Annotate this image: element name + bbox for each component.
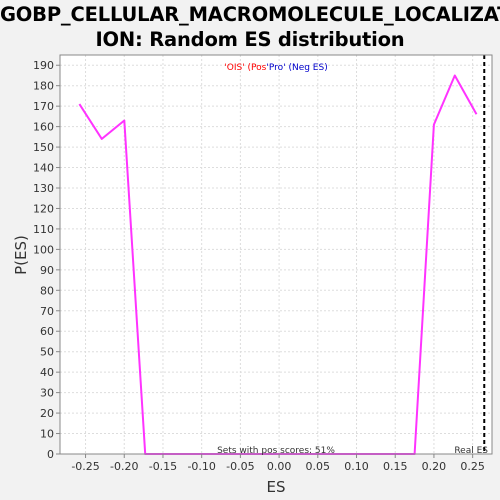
y-tick-label: 170 — [33, 100, 54, 113]
real-es-label: Real ES — [454, 446, 488, 456]
y-tick-label: 20 — [40, 407, 54, 420]
x-tick-label: -0.25 — [71, 460, 99, 473]
x-axis: -0.25 -0.20 -0.15 -0.10 -0.05 0.00 0.05 0.10 0.1… — [71, 454, 485, 473]
pos-scores-annotation: Sets with pos scores: 51% — [217, 446, 335, 456]
y-tick-label: 140 — [33, 162, 54, 175]
y-tick-label: 180 — [33, 80, 54, 93]
y-tick-label: 100 — [33, 243, 54, 256]
legend-part-1: 'OIS' (Pos — [224, 63, 266, 73]
x-tick-label: 0.15 — [383, 460, 408, 473]
y-tick-label: 80 — [40, 284, 54, 297]
y-tick-label: 50 — [40, 346, 54, 359]
y-tick-label: 70 — [40, 305, 54, 318]
legend: 'OIS' (Pos'Pro' (Neg ES) — [224, 63, 327, 73]
y-tick-label: 160 — [33, 121, 54, 134]
y-tick-label: 0 — [47, 448, 54, 461]
x-tick-label: 0.25 — [460, 460, 485, 473]
legend-part-2: 'Pro' (Neg ES) — [266, 63, 327, 73]
y-axis: 0 10 20 30 40 50 60 70 80 90 100 110 120 130 140 150 160… — [33, 59, 60, 461]
y-tick-label: 190 — [33, 59, 54, 72]
y-tick-label: 110 — [33, 223, 54, 236]
x-tick-label: -0.10 — [187, 460, 215, 473]
y-tick-label: 30 — [40, 387, 54, 400]
y-tick-label: 10 — [40, 428, 54, 441]
chart-title-line-1: GOBP_CELLULAR_MACROMOLECULE_LOCALIZAT — [0, 3, 500, 26]
x-tick-label: 0.10 — [344, 460, 369, 473]
chart-title: GOBP_CELLULAR_MACROMOLECULE_LOCALIZAT IO… — [0, 2, 500, 52]
y-tick-label: 130 — [33, 182, 54, 195]
x-tick-label: -0.20 — [110, 460, 138, 473]
y-axis-label: P(ES) — [12, 235, 30, 275]
y-tick-label: 120 — [33, 202, 54, 215]
x-tick-label: -0.15 — [149, 460, 177, 473]
y-tick-label: 60 — [40, 325, 54, 338]
x-axis-label: ES — [267, 478, 286, 496]
x-tick-label: 0.05 — [306, 460, 331, 473]
x-tick-label: 0.20 — [422, 460, 447, 473]
y-tick-label: 40 — [40, 366, 54, 379]
y-tick-label: 150 — [33, 141, 54, 154]
chart-title-line-2: ION: Random ES distribution — [95, 28, 405, 51]
y-tick-label: 90 — [40, 264, 54, 277]
x-tick-label: -0.05 — [226, 460, 254, 473]
plot-border — [59, 54, 493, 455]
x-tick-label: 0.00 — [267, 460, 292, 473]
